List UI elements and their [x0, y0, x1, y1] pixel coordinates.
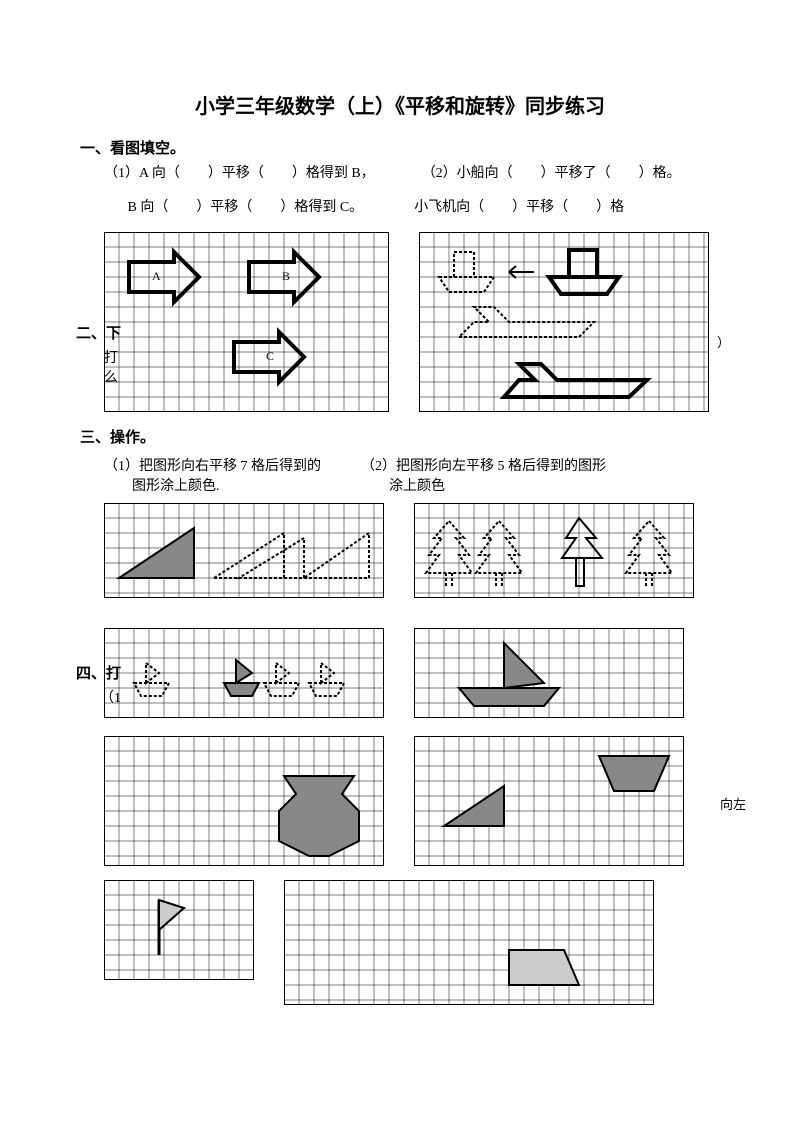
- label-b: B: [282, 269, 290, 283]
- s1-q4: 小飞机向（ ）平移（ ）格: [414, 200, 624, 215]
- grid-trees: [414, 503, 694, 598]
- s1-q1: （1）A 向（ ）平移（ ）格得到 B，: [104, 166, 375, 181]
- grid-triangles: [104, 503, 384, 598]
- grid-boat-plane: [419, 232, 709, 412]
- page-title: 小学三年级数学（上）《平移和旋转》同步练习: [80, 90, 720, 119]
- grid-vase: [104, 736, 384, 866]
- grid-tri-trap: [414, 736, 684, 866]
- s3-q1a: （1）把图形向右平移 7 格后得到的: [104, 455, 321, 475]
- section-4-heading: 四、打: [76, 662, 121, 683]
- section-2-heading: 二、下: [76, 322, 121, 343]
- s3-q2b: 涂上颜色: [389, 475, 606, 495]
- section-4-trail: 向左: [720, 794, 746, 813]
- s1-q3: B 向（ ）平移（ ）格得到 C。: [128, 200, 364, 215]
- section-4-cut: （1: [100, 687, 121, 707]
- section-1-heading: 一、看图填空。: [80, 137, 720, 158]
- grid-parallelogram: [284, 880, 654, 1005]
- section-2-trail: ）: [717, 332, 730, 351]
- q-row-1: （1）A 向（ ）平移（ ）格得到 B， （2）小船向（ ）平移了（ ）格。: [104, 162, 720, 182]
- s1-q2: （2）小船向（ ）平移了（ ）格。: [422, 166, 681, 181]
- grid-sailboat: [414, 628, 684, 718]
- s3-q1b: 图形涂上颜色.: [132, 475, 321, 495]
- q-row-2: B 向（ ）平移（ ）格得到 C。 小飞机向（ ）平移（ ）格: [104, 196, 720, 216]
- section-2-cut1: 打: [104, 347, 121, 367]
- label-a: A: [152, 269, 161, 283]
- grid-arrows-abc: A B C: [104, 232, 389, 412]
- grid-small-boats: [104, 628, 384, 718]
- s3-q2a: （2）把图形向左平移 5 格后得到的图形: [361, 455, 606, 475]
- grid-flag: [104, 880, 254, 980]
- section-3-heading: 三、操作。: [80, 426, 720, 447]
- label-c: C: [266, 349, 274, 363]
- section-2-cut2: 么: [104, 367, 121, 387]
